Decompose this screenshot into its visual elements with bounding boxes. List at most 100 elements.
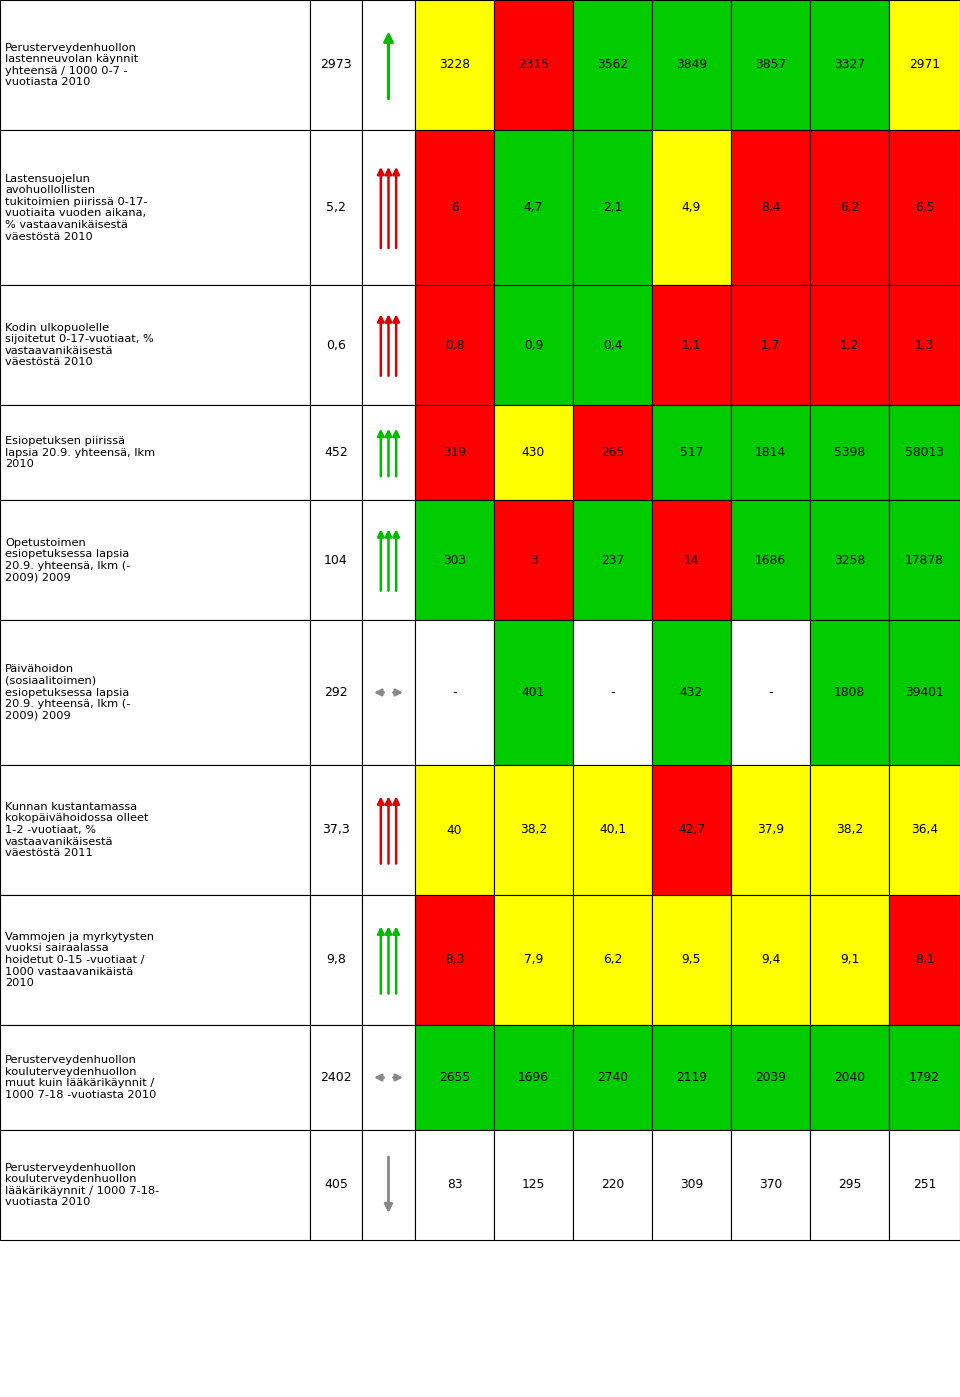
Bar [573, 895, 652, 1025]
Bar [494, 1130, 573, 1241]
Text: 2971: 2971 [909, 59, 940, 71]
Bar [494, 620, 573, 766]
Text: 37,3: 37,3 [323, 823, 349, 837]
Bar [0, 0, 310, 130]
Text: 1792: 1792 [909, 1071, 940, 1084]
Bar [310, 620, 362, 766]
Bar [415, 766, 494, 895]
Text: Perusterveydenhuollon
lastenneuvolan käynnit
yhteensä / 1000 0-7 -
vuotiasta 201: Perusterveydenhuollon lastenneuvolan käy… [5, 42, 138, 88]
Bar [362, 405, 415, 500]
Bar [731, 766, 810, 895]
Bar [573, 285, 652, 405]
Text: 237: 237 [601, 553, 624, 567]
Bar [889, 1130, 960, 1241]
Text: Opetustoimen
esiopetuksessa lapsia
20.9. yhteensä, lkm (-
2009) 2009: Opetustoimen esiopetuksessa lapsia 20.9.… [5, 538, 131, 583]
Bar [0, 1025, 310, 1130]
Bar [362, 0, 415, 130]
Bar [889, 895, 960, 1025]
Text: 1,2: 1,2 [840, 338, 859, 352]
Text: 17878: 17878 [905, 553, 944, 567]
Bar [415, 0, 494, 130]
Text: 3849: 3849 [676, 59, 708, 71]
Bar [652, 500, 731, 620]
Text: 6: 6 [450, 201, 458, 214]
Text: 2655: 2655 [439, 1071, 470, 1084]
Bar [310, 1025, 362, 1130]
Bar [889, 766, 960, 895]
Text: 37,9: 37,9 [756, 823, 784, 837]
Text: 8,1: 8,1 [915, 954, 934, 967]
Text: Päivähoidon
(sosiaalitoimen)
esiopetuksessa lapsia
20.9. yhteensä, lkm (-
2009) : Päivähoidon (sosiaalitoimen) esiopetukse… [5, 665, 131, 721]
Text: 40,1: 40,1 [599, 823, 626, 837]
Bar [889, 0, 960, 130]
Bar [889, 130, 960, 285]
Bar [810, 405, 889, 500]
Bar [573, 500, 652, 620]
Bar [415, 1130, 494, 1241]
Text: 36,4: 36,4 [911, 823, 938, 837]
Text: 9,4: 9,4 [761, 954, 780, 967]
Text: 1,1: 1,1 [682, 338, 701, 352]
Text: 251: 251 [913, 1179, 936, 1192]
Text: 1808: 1808 [834, 686, 865, 698]
Text: 2740: 2740 [597, 1071, 628, 1084]
Text: Perusterveydenhuollon
kouluterveydenhuollon
muut kuin lääkärikäynnit /
1000 7-18: Perusterveydenhuollon kouluterveydenhuol… [5, 1055, 156, 1099]
Text: 401: 401 [522, 686, 545, 698]
Bar [889, 405, 960, 500]
Text: 452: 452 [324, 446, 348, 460]
Text: 1814: 1814 [755, 446, 786, 460]
Bar [0, 130, 310, 285]
Bar [731, 895, 810, 1025]
Bar [573, 1025, 652, 1130]
Text: 9,8: 9,8 [326, 954, 346, 967]
Text: 2973: 2973 [321, 59, 351, 71]
Text: 3258: 3258 [834, 553, 865, 567]
Bar [494, 0, 573, 130]
Bar [310, 405, 362, 500]
Bar [415, 130, 494, 285]
Text: 303: 303 [443, 553, 467, 567]
Text: 3857: 3857 [755, 59, 786, 71]
Text: 8,3: 8,3 [444, 954, 465, 967]
Bar [652, 0, 731, 130]
Text: 1,3: 1,3 [915, 338, 934, 352]
Text: 4,7: 4,7 [524, 201, 543, 214]
Text: 5,2: 5,2 [326, 201, 346, 214]
Bar [494, 766, 573, 895]
Text: 517: 517 [680, 446, 703, 460]
Bar [415, 895, 494, 1025]
Bar [0, 500, 310, 620]
Text: -: - [452, 686, 457, 698]
Bar [652, 1025, 731, 1130]
Bar [652, 895, 731, 1025]
Text: 265: 265 [601, 446, 624, 460]
Text: 2,1: 2,1 [603, 201, 622, 214]
Text: 5398: 5398 [834, 446, 865, 460]
Bar [573, 1130, 652, 1241]
Bar [362, 1025, 415, 1130]
Bar [362, 285, 415, 405]
Text: 6,5: 6,5 [915, 201, 934, 214]
Text: 125: 125 [522, 1179, 545, 1192]
Text: 3562: 3562 [597, 59, 628, 71]
Bar [0, 766, 310, 895]
Bar [889, 285, 960, 405]
Bar [415, 1025, 494, 1130]
Text: 0,4: 0,4 [603, 338, 622, 352]
Bar [0, 1130, 310, 1241]
Text: 405: 405 [324, 1179, 348, 1192]
Bar [573, 130, 652, 285]
Text: 104: 104 [324, 553, 348, 567]
Bar [0, 620, 310, 766]
Bar [0, 285, 310, 405]
Text: 2040: 2040 [834, 1071, 865, 1084]
Text: 430: 430 [522, 446, 545, 460]
Bar [810, 130, 889, 285]
Text: 220: 220 [601, 1179, 624, 1192]
Bar [494, 895, 573, 1025]
Text: 370: 370 [758, 1179, 782, 1192]
Bar [810, 500, 889, 620]
Text: 432: 432 [680, 686, 703, 698]
Text: 2402: 2402 [321, 1071, 351, 1084]
Text: Kodin ulkopuolelle
sijoitetut 0-17-vuotiaat, %
vastaavanikäisestä
väestöstä 2010: Kodin ulkopuolelle sijoitetut 0-17-vuoti… [5, 323, 154, 367]
